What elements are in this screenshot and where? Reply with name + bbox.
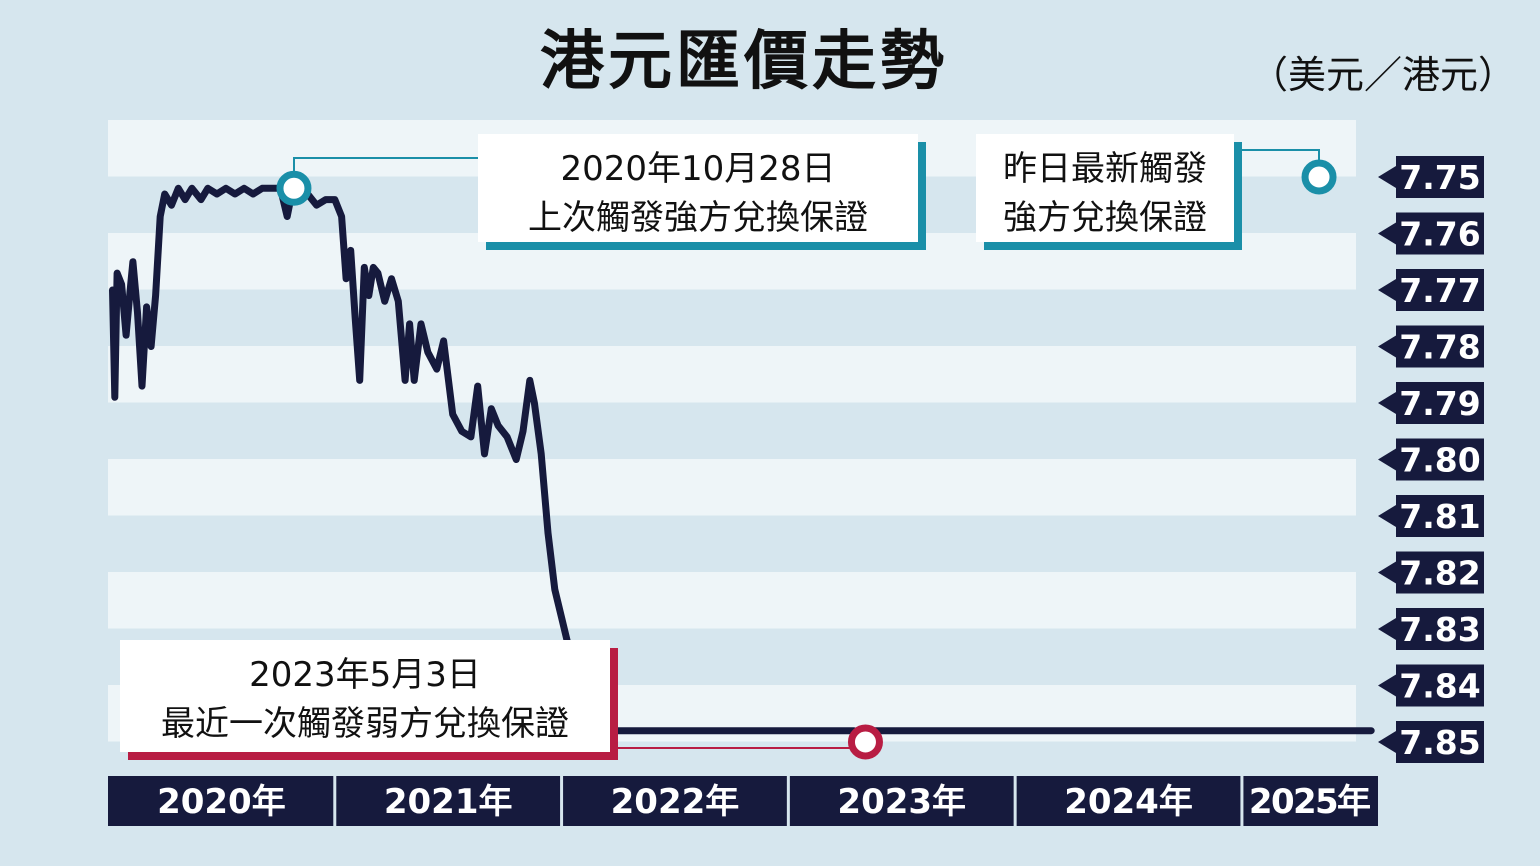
y-tick-label: 7.81 bbox=[1399, 497, 1480, 536]
chart-title: 港元匯價走勢 bbox=[540, 25, 948, 99]
y-tick-box bbox=[1396, 495, 1484, 537]
y-tick: 7.81 bbox=[1378, 495, 1484, 537]
x-tick-label: 2024年 bbox=[1064, 782, 1193, 822]
y-tick: 7.75 bbox=[1378, 156, 1484, 198]
y-tick: 7.76 bbox=[1378, 212, 1484, 255]
annotation-line2: 強方兌換保證 bbox=[1003, 198, 1207, 238]
y-axis: 7.75 7.76 7.77 7.78 7.79 7.80 7.81 7.82 7.83 7.84… bbox=[1378, 156, 1484, 763]
y-tick: 7.83 bbox=[1378, 608, 1484, 650]
annotation-line1: 2020年10月28日 bbox=[560, 149, 835, 189]
annotation-line1: 昨日最新觸發 bbox=[1003, 149, 1207, 189]
annotation-box bbox=[976, 134, 1234, 242]
y-tick: 7.84 bbox=[1378, 664, 1484, 707]
y-tick-label: 7.77 bbox=[1399, 271, 1480, 310]
y-tick-pointer bbox=[1378, 166, 1396, 188]
x-tick-label: 2025年 bbox=[1249, 782, 1371, 822]
background-band bbox=[108, 289, 1356, 346]
y-tick-box bbox=[1396, 438, 1484, 481]
y-tick-pointer bbox=[1378, 335, 1396, 358]
y-tick-pointer bbox=[1378, 448, 1396, 471]
y-tick-box bbox=[1396, 269, 1484, 311]
y-tick: 7.80 bbox=[1378, 438, 1484, 481]
y-tick-pointer bbox=[1378, 279, 1396, 301]
y-tick-box bbox=[1396, 721, 1484, 763]
background-band bbox=[108, 515, 1356, 572]
y-tick-pointer bbox=[1378, 392, 1396, 414]
y-tick-box bbox=[1396, 156, 1484, 198]
x-tick-label: 2022年 bbox=[611, 782, 740, 822]
y-tick-label: 7.82 bbox=[1399, 554, 1480, 593]
y-tick-box bbox=[1396, 212, 1484, 255]
y-tick-pointer bbox=[1378, 505, 1396, 527]
background-band bbox=[108, 572, 1356, 629]
annotation-box bbox=[120, 640, 610, 752]
annotation-line2: 最近一次觸發弱方兌換保證 bbox=[161, 704, 569, 744]
x-tick-label: 2023年 bbox=[837, 782, 966, 822]
y-tick-label: 7.80 bbox=[1399, 441, 1480, 480]
y-tick-label: 7.83 bbox=[1399, 610, 1480, 649]
y-tick-pointer bbox=[1378, 561, 1396, 584]
annotation-marker bbox=[276, 170, 312, 206]
background-band bbox=[108, 459, 1356, 516]
annotation-line2: 上次觸發強方兌換保證 bbox=[528, 198, 868, 238]
x-axis-bar bbox=[108, 776, 1378, 826]
unit-label: （美元／港元） bbox=[1250, 53, 1517, 97]
y-tick-box bbox=[1396, 664, 1484, 707]
y-tick-box bbox=[1396, 382, 1484, 424]
y-tick-label: 7.78 bbox=[1399, 328, 1480, 367]
y-tick: 7.85 bbox=[1378, 721, 1484, 763]
x-tick-label: 2021年 bbox=[384, 782, 513, 822]
y-tick-pointer bbox=[1378, 618, 1396, 640]
y-tick-label: 7.85 bbox=[1399, 723, 1480, 762]
y-tick: 7.78 bbox=[1378, 325, 1484, 368]
annotation-box bbox=[478, 134, 918, 242]
annotation-marker bbox=[847, 724, 883, 760]
x-tick-label: 2020年 bbox=[157, 782, 286, 822]
y-tick: 7.79 bbox=[1378, 382, 1484, 424]
y-tick-pointer bbox=[1378, 222, 1396, 245]
y-tick-pointer bbox=[1378, 674, 1396, 697]
annotation-marker bbox=[1301, 159, 1337, 195]
y-tick: 7.77 bbox=[1378, 269, 1484, 311]
y-tick-box bbox=[1396, 608, 1484, 650]
y-tick-box bbox=[1396, 551, 1484, 594]
y-tick-label: 7.84 bbox=[1399, 667, 1480, 706]
y-tick: 7.82 bbox=[1378, 551, 1484, 594]
y-tick-label: 7.76 bbox=[1399, 215, 1480, 254]
y-tick-pointer bbox=[1378, 731, 1396, 753]
background-band bbox=[108, 402, 1356, 459]
background-band bbox=[108, 346, 1356, 403]
y-tick-box bbox=[1396, 325, 1484, 368]
x-axis: 2020年 2021年 2022年 2023年 2024年 2025年 bbox=[108, 776, 1378, 826]
y-tick-label: 7.79 bbox=[1399, 384, 1480, 423]
y-tick-label: 7.75 bbox=[1399, 158, 1480, 197]
series-layer bbox=[109, 184, 1375, 746]
annotation-line1: 2023年5月3日 bbox=[249, 655, 481, 695]
series-line-0 bbox=[109, 184, 1375, 746]
